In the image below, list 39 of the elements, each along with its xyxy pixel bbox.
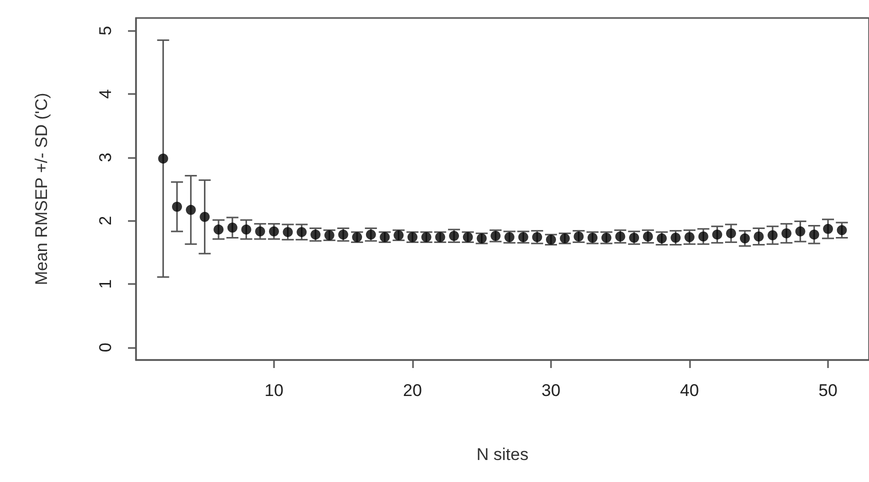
y-axis-title: Mean RMSEP +/- SD ('C) — [32, 92, 51, 286]
point — [615, 232, 626, 242]
point — [740, 233, 750, 244]
x-tick-label: 10 — [264, 381, 284, 400]
point — [670, 232, 681, 243]
point — [282, 227, 293, 238]
y-tick-label: 1 — [96, 279, 115, 289]
point — [186, 204, 196, 215]
point — [684, 232, 694, 242]
point — [158, 154, 168, 164]
point — [712, 230, 722, 240]
x-tick-label: 20 — [403, 381, 422, 400]
point — [241, 224, 252, 235]
point — [836, 225, 847, 236]
point — [754, 232, 764, 242]
x-axis-title: N sites — [476, 445, 528, 464]
x-tick-label: 30 — [542, 381, 560, 400]
point — [200, 212, 210, 222]
point — [214, 224, 224, 235]
point — [726, 228, 736, 238]
point — [795, 226, 806, 236]
point — [642, 232, 653, 242]
y-tick-label: 4 — [96, 89, 115, 99]
point — [268, 226, 279, 236]
point — [172, 202, 182, 212]
point — [768, 230, 778, 240]
point — [823, 224, 833, 234]
point — [296, 227, 307, 238]
point — [255, 226, 266, 236]
point — [809, 230, 820, 240]
y-tick-label: 0 — [96, 342, 115, 352]
x-tick-label: 40 — [680, 381, 699, 400]
x-tick-label: 50 — [818, 381, 838, 400]
y-tick-label: 2 — [96, 216, 115, 226]
y-tick-label: 5 — [96, 26, 115, 36]
y-tick-label: 3 — [96, 152, 115, 162]
point — [698, 232, 708, 242]
point — [227, 222, 238, 233]
point — [781, 228, 792, 238]
